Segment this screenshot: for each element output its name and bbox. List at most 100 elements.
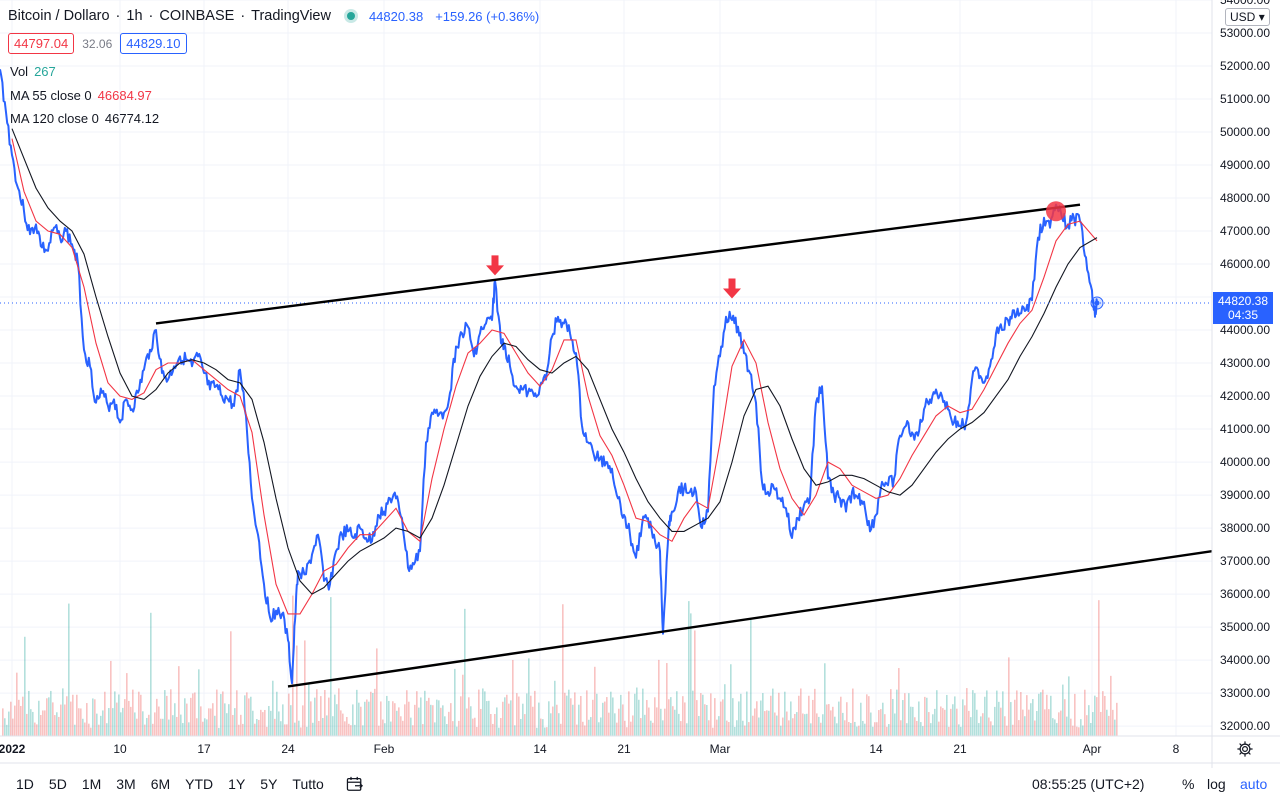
volume-bar [354,724,356,736]
arrow-down-marker [723,278,741,299]
volume-bar [1108,715,1110,736]
volume-bar [232,714,234,736]
volume-bar [36,724,38,736]
volume-bar [156,698,158,736]
timeframe-button[interactable]: 1D [16,776,34,792]
volume-bar [806,713,808,736]
volume-bar [938,721,940,736]
y-tick-label: 53000.00 [1220,26,1270,40]
volume-bar [230,631,232,736]
volume-bar [760,700,762,736]
y-tick-label: 54000.00 [1220,0,1270,7]
volume-bar [600,717,602,736]
volume-bar [238,724,240,736]
volume-bar [40,715,42,736]
volume-bar [222,691,224,736]
volume-bar [424,690,426,736]
volume-bar [260,709,262,736]
volume-bar [934,708,936,736]
volume-bar [490,714,492,736]
indicator-ma120[interactable]: MA 120 close 0 46774.12 [10,111,159,126]
volume-bar [900,720,902,736]
volume-bar [198,669,200,736]
volume-bar [338,688,340,736]
timeframe-button[interactable]: 1Y [228,776,246,792]
volume-bar [480,708,482,736]
interval-label[interactable]: 1h [126,8,143,24]
volume-bar [506,694,508,736]
volume-bar [132,689,134,736]
x-tick-label: 24 [281,742,295,756]
volume-bar [886,726,888,736]
volume-bar [192,693,194,736]
volume-bar [26,713,28,736]
volume-bar [310,701,312,736]
timeframe-button[interactable]: YTD [185,776,214,792]
volume-bar [520,718,522,736]
volume-bar [796,712,798,736]
volume-bar [50,690,52,736]
volume-bar [1010,702,1012,736]
volume-bar [1032,699,1034,736]
volume-bar [640,718,642,736]
volume-bar [878,710,880,736]
volume-bar [368,701,370,736]
volume-bar [1082,725,1084,736]
volume-bar [560,723,562,736]
volume-bar [756,701,758,736]
x-tick-label: 10 [113,742,127,756]
chart-clock[interactable]: 08:55:25 (UTC+2) [1032,776,1145,792]
timeframe-button[interactable]: Tutto [292,776,324,792]
auto-scale-toggle[interactable]: auto [1240,776,1268,792]
volume-bar [404,704,406,736]
indicator-ma55[interactable]: MA 55 close 0 46684.97 [10,88,152,103]
gear-icon[interactable] [1236,740,1254,758]
volume-bar [908,693,910,736]
volume-bar [162,718,164,736]
volume-bar [880,709,882,736]
symbol-name[interactable]: Bitcoin / Dollaro [8,8,110,24]
volume-bar [584,725,586,736]
volume-bar [416,691,418,736]
volume-bars [2,595,1118,736]
volume-bar [350,725,352,736]
sell-price-button[interactable]: 44797.04 [8,33,75,54]
volume-bar [912,706,914,736]
volume-bar [420,697,422,736]
timeframe-button[interactable]: 5Y [260,776,278,792]
calendar-range-icon[interactable] [346,776,364,792]
volume-bar [462,674,464,736]
volume-bar [92,698,94,736]
volume-bar [666,663,668,736]
volume-bar [772,688,774,736]
percent-scale-toggle[interactable]: % [1182,776,1195,792]
volume-bar [154,712,156,736]
circle-marker [1046,201,1066,222]
volume-bar [828,704,830,736]
volume-bar [536,727,538,736]
volume-bar [826,704,828,736]
log-scale-toggle[interactable]: log [1207,776,1226,792]
buy-price-button[interactable]: 44829.10 [120,33,187,54]
timeframe-button[interactable]: 6M [150,776,171,792]
timeframe-button[interactable]: 3M [116,776,136,792]
separator: · [148,8,154,24]
price-change: +159.26 (+0.36%) [435,8,540,24]
indicator-vol[interactable]: Vol 267 [10,64,56,79]
volume-bar [848,722,850,736]
volume-bar [482,688,484,736]
currency-selector[interactable]: USD ▾ [1225,8,1270,26]
volume-bar [186,703,188,736]
volume-bar [182,723,184,736]
volume-bar [840,696,842,736]
timeframe-button[interactable]: 1M [81,776,102,792]
volume-bar [746,691,748,736]
volume-bar [800,688,802,736]
volume-bar [250,696,252,736]
volume-bar [1040,692,1042,736]
volume-bar [570,698,572,736]
volume-bar [464,608,466,736]
timeframe-button[interactable]: 5D [48,776,67,792]
volume-bar [868,696,870,736]
